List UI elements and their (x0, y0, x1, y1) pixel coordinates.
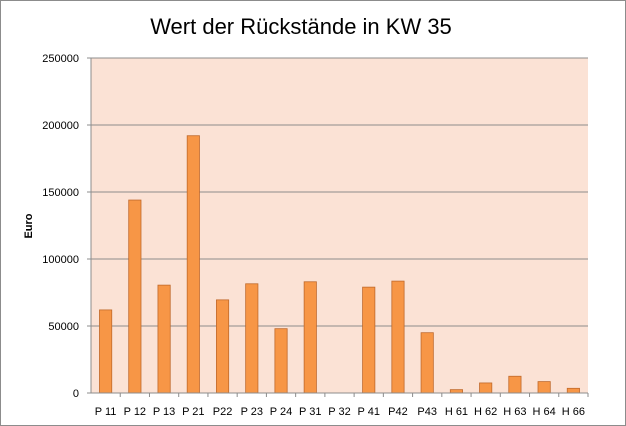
bar (216, 299, 230, 394)
bar (479, 382, 493, 394)
y-axis-label: Euro (23, 213, 35, 238)
bar (449, 389, 463, 394)
bar (157, 284, 171, 394)
y-tick-label: 50000 (48, 321, 79, 333)
x-tick-label: P42 (388, 406, 408, 418)
x-tick-label: P 24 (270, 406, 292, 418)
chart-title: Wert der Rückstände in KW 35 (150, 14, 452, 39)
x-tick-label: H 62 (474, 406, 497, 418)
y-tick-label: 100000 (42, 254, 79, 266)
x-tick-label: P 41 (358, 406, 380, 418)
bar (362, 286, 376, 394)
x-tick-label: H 66 (562, 406, 585, 418)
bar (186, 135, 200, 394)
bar (508, 375, 522, 394)
x-tick-label: H 63 (503, 406, 526, 418)
x-tick-label: P 32 (328, 406, 350, 418)
x-tick-labels: P 11 P 12 P 13 P 21 P22 P 23 P 24 P 31 P 32 P 41 P… (95, 393, 589, 418)
y-tick-label: 250000 (42, 53, 79, 65)
x-tick-label: P 21 (182, 406, 204, 418)
bar (245, 283, 259, 394)
bar (537, 381, 551, 394)
bar (274, 328, 288, 394)
bar (99, 309, 113, 394)
y-tick-labels: 0 50000 100000 150000 200000 250000 (42, 53, 91, 400)
x-tick-label: P 11 (95, 406, 117, 418)
x-tick-label: P22 (213, 406, 233, 418)
y-tick-label: 0 (73, 388, 79, 400)
gridlines (91, 57, 588, 327)
x-tick-label: P 13 (153, 406, 175, 418)
x-tick-label: P 23 (241, 406, 263, 418)
plot-area (91, 58, 588, 393)
x-tick-label: P43 (417, 406, 437, 418)
x-tick-label: P 31 (299, 406, 321, 418)
y-tick-label: 200000 (42, 120, 79, 132)
y-tick-label: 150000 (42, 187, 79, 199)
x-tick-label: P 12 (124, 406, 146, 418)
x-tick-label: H 64 (533, 406, 556, 418)
bar (566, 387, 580, 394)
bar (391, 280, 405, 394)
bar (128, 199, 142, 394)
bar (420, 332, 434, 394)
x-tick-label: H 61 (445, 406, 468, 418)
bar (303, 281, 317, 394)
